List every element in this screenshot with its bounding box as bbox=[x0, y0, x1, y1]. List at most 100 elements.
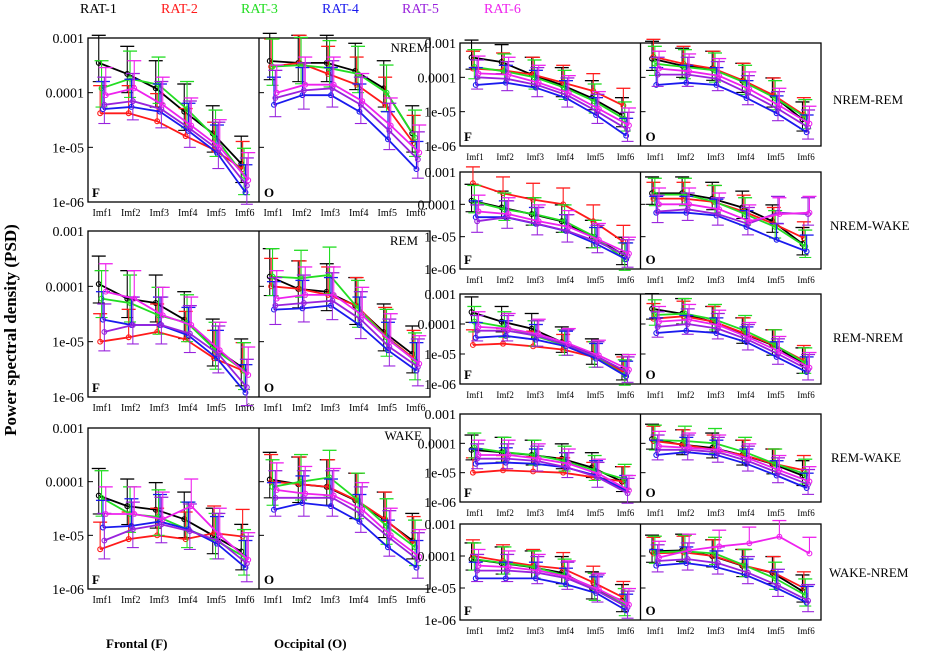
data-point bbox=[474, 455, 481, 462]
data-point bbox=[686, 68, 693, 75]
y-tick-label: 1e-06 bbox=[424, 263, 456, 278]
x-tick-label: Imf6 bbox=[797, 626, 815, 636]
data-point bbox=[683, 327, 690, 334]
data-point bbox=[469, 342, 476, 348]
x-tick-label: Imf6 bbox=[797, 390, 815, 400]
data-point bbox=[772, 223, 779, 230]
x-tick-label: Imf4 bbox=[178, 403, 197, 414]
data-point bbox=[595, 471, 602, 477]
data-point bbox=[414, 363, 421, 370]
series-line-frontal-4 bbox=[102, 520, 246, 569]
x-tick-label: Imf3 bbox=[526, 508, 544, 518]
series-line-occipital-5 bbox=[275, 496, 419, 561]
x-tick-label: Imf2 bbox=[496, 275, 514, 285]
series-line-occipital-3 bbox=[272, 476, 416, 548]
data-point bbox=[101, 101, 108, 108]
data-point bbox=[243, 560, 250, 567]
data-point bbox=[803, 485, 810, 491]
data-point bbox=[744, 569, 751, 576]
data-point bbox=[775, 582, 781, 589]
panel-rem: 1e-06 1e-05 0.0001 0.001 REM F O Imf1 Imf2 Imf3 Im… bbox=[46, 225, 431, 414]
y-tick-label: 1e-05 bbox=[52, 529, 84, 544]
data-point bbox=[188, 122, 195, 129]
x-tick-label: Imf6 bbox=[617, 508, 635, 518]
data-point bbox=[273, 295, 280, 302]
y-tick-label: 0.0001 bbox=[418, 437, 457, 452]
data-point bbox=[359, 98, 366, 105]
series-line-occipital-6 bbox=[276, 489, 420, 558]
data-point bbox=[532, 336, 539, 343]
data-point bbox=[505, 71, 512, 78]
data-point bbox=[356, 518, 363, 525]
series-line-frontal-4 bbox=[475, 461, 627, 492]
panel-label-nrem-rem: NREM-REM bbox=[833, 92, 904, 107]
x-tick-label: Imf2 bbox=[496, 390, 514, 400]
data-point bbox=[245, 556, 252, 563]
data-point bbox=[129, 322, 136, 328]
data-point bbox=[387, 532, 394, 539]
data-point bbox=[595, 236, 602, 243]
panel-label-wake: WAKE bbox=[384, 428, 422, 443]
data-point bbox=[328, 503, 334, 510]
x-tick-label: Imf5 bbox=[378, 403, 397, 414]
x-tick-label: Imf1 bbox=[647, 275, 665, 285]
data-point bbox=[272, 494, 279, 501]
y-tick-label: 1e-05 bbox=[424, 582, 456, 597]
data-point bbox=[472, 460, 479, 467]
series-line-occipital-4 bbox=[273, 94, 418, 170]
series-line-frontal-6 bbox=[478, 454, 630, 492]
x-tick-label: Imf5 bbox=[207, 403, 226, 414]
data-point bbox=[683, 79, 690, 86]
data-point bbox=[565, 574, 572, 580]
series-line-occipital-6 bbox=[658, 67, 810, 125]
series-line-occipital-5 bbox=[657, 208, 809, 225]
x-tick-label: Imf1 bbox=[264, 403, 283, 414]
data-point bbox=[386, 127, 393, 134]
data-point bbox=[743, 223, 750, 230]
series-line-occipital-4 bbox=[656, 211, 808, 253]
x-tick-label: Imf4 bbox=[557, 152, 575, 162]
x-tick-label: Imf1 bbox=[647, 508, 665, 518]
series-line-occipital-6 bbox=[658, 445, 810, 483]
data-point bbox=[131, 295, 138, 302]
data-point bbox=[356, 322, 363, 328]
data-point bbox=[535, 218, 542, 225]
data-point bbox=[159, 101, 166, 108]
series-line-occipital-6 bbox=[658, 318, 810, 369]
data-point bbox=[386, 344, 393, 350]
x-tick-label: Imf1 bbox=[647, 152, 665, 162]
data-point bbox=[776, 102, 783, 109]
data-point bbox=[716, 446, 723, 453]
data-point bbox=[97, 546, 104, 553]
data-point bbox=[102, 92, 109, 99]
data-point bbox=[502, 332, 509, 339]
series-line-frontal-5 bbox=[476, 216, 628, 257]
data-point bbox=[158, 521, 165, 528]
data-point bbox=[385, 347, 391, 354]
data-point bbox=[803, 248, 810, 255]
x-tick-label: Imf3 bbox=[150, 595, 169, 606]
panel-label-wake-nrem: WAKE-NREM bbox=[829, 565, 909, 580]
x-tick-label: Imf5 bbox=[767, 275, 785, 285]
series-line-frontal-5 bbox=[104, 100, 248, 187]
x-tick-label: Imf5 bbox=[207, 595, 226, 606]
data-point bbox=[413, 367, 420, 374]
data-point bbox=[806, 120, 813, 127]
y-tick-label: 1e-05 bbox=[424, 467, 456, 482]
data-point bbox=[469, 553, 476, 559]
y-tick-label: 0.001 bbox=[53, 32, 85, 47]
data-point bbox=[563, 581, 569, 588]
x-tick-label: Imf4 bbox=[349, 208, 368, 219]
x-tick-label: Imf6 bbox=[406, 403, 425, 414]
occipital-tag: O bbox=[646, 129, 656, 144]
data-point bbox=[475, 323, 482, 330]
data-point bbox=[215, 537, 222, 544]
y-tick-label: 1e-06 bbox=[424, 140, 456, 155]
data-point bbox=[654, 446, 661, 453]
data-point bbox=[159, 516, 166, 523]
x-tick-label: Imf2 bbox=[496, 152, 514, 162]
data-point bbox=[268, 478, 275, 485]
data-point bbox=[535, 331, 542, 338]
series-line-frontal-3 bbox=[474, 66, 626, 121]
data-point bbox=[273, 487, 280, 493]
